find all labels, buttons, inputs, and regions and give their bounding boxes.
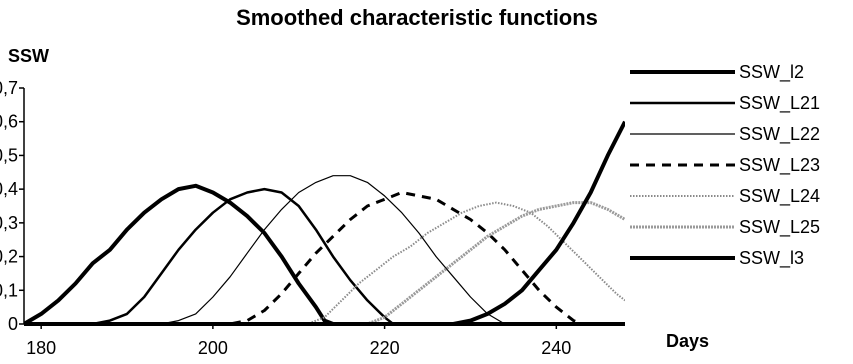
x-tick-label: 240	[541, 338, 571, 358]
series-line-ssw_l2	[24, 183, 625, 326]
y-tick-label: 0,6	[0, 112, 18, 132]
y-tick-label: 0,2	[0, 247, 18, 267]
series-line-ssw_l23	[24, 191, 625, 326]
y-tick-label: 0,1	[0, 280, 18, 300]
legend-label: SSW_L21	[739, 93, 820, 114]
x-tick-label: 180	[26, 338, 56, 358]
y-tick-label: 0,4	[0, 179, 18, 199]
legend-label: SSW_L24	[739, 186, 820, 207]
series-line-ssw_l22	[24, 175, 625, 325]
legend-label: SSW_L22	[739, 124, 820, 145]
y-axis-label: SSW	[8, 46, 49, 66]
plot-area: 0 0,1 0,2 0,3 0,4 0,5 0,6 0,7 180 200 220 240	[0, 78, 625, 358]
legend-label: SSW_l2	[739, 62, 804, 83]
legend: SSW_l2 SSW_L21 SSW_L22 SSW_L23 SSW_L24 SSW_L2…	[630, 62, 820, 269]
y-tick-label: 0,3	[0, 213, 18, 233]
x-axis-label: Days	[666, 331, 709, 351]
series-line-ssw_l3	[24, 120, 625, 326]
x-tick-label: 220	[370, 338, 400, 358]
chart-title: Smoothed characteristic functions	[236, 5, 598, 30]
legend-label: SSW_L23	[739, 155, 820, 176]
x-tick-label: 200	[198, 338, 228, 358]
series-line-ssw_l25	[24, 201, 625, 326]
legend-label: SSW_l3	[739, 248, 804, 269]
y-tick-label: 0	[8, 314, 18, 334]
y-tick-label: 0,7	[0, 78, 18, 98]
series-line-ssw_l24	[24, 201, 625, 325]
y-tick-label: 0,5	[0, 145, 18, 165]
series-line-ssw_l21	[24, 187, 625, 326]
legend-label: SSW_L25	[739, 217, 820, 238]
